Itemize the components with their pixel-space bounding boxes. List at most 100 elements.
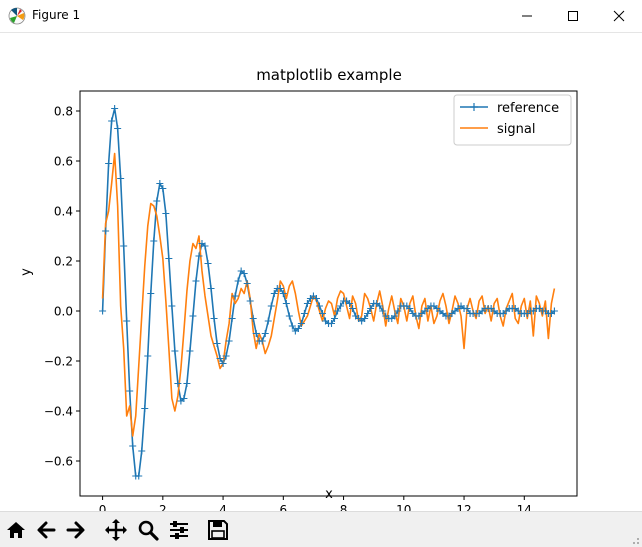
data-point [267, 302, 275, 310]
y-tick-label: 0.2 [54, 255, 73, 269]
data-point [300, 310, 308, 317]
save-button[interactable] [205, 517, 231, 543]
figure-canvas[interactable]: matplotlib example 0 2 4 6 8 10 12 14 −0.6 −0.4−… [0, 33, 642, 517]
x-tick-label: 14 [517, 503, 532, 511]
data-point [156, 180, 164, 187]
data-point [276, 285, 284, 292]
data-point [258, 337, 266, 345]
data-point [129, 442, 137, 450]
y-axis-ticks: −0.6 −0.4 −0.2 0.0 0.2 0.4 0.6 0.8 [44, 105, 80, 469]
legend: reference signal [453, 94, 572, 146]
data-point [207, 285, 215, 292]
data-point [294, 325, 302, 332]
data-point [240, 270, 248, 277]
home-button[interactable] [3, 517, 29, 543]
home-icon [7, 522, 25, 538]
data-point [138, 447, 146, 455]
data-point [364, 310, 372, 317]
data-point [192, 277, 200, 285]
data-point [303, 300, 311, 307]
data-point [126, 387, 134, 395]
data-point [108, 117, 116, 125]
y-tick-label: 0.8 [54, 105, 73, 119]
data-point [328, 320, 336, 327]
reference-markers [99, 105, 558, 480]
x-tick-label: 6 [279, 503, 287, 511]
data-point [123, 317, 131, 325]
data-point [331, 315, 339, 322]
x-tick-label: 8 [340, 503, 348, 511]
close-button[interactable] [596, 0, 642, 32]
data-point [463, 305, 471, 312]
data-point [153, 197, 161, 205]
data-point [249, 315, 257, 322]
x-axis-label: x [325, 487, 333, 502]
forward-button[interactable] [63, 517, 89, 543]
data-point [312, 295, 320, 302]
y-tick-label: 0.4 [54, 205, 73, 219]
y-axis-label: y [19, 268, 34, 276]
data-point [285, 312, 293, 320]
axes-frame [79, 90, 578, 497]
data-point [394, 307, 402, 315]
data-point [216, 355, 224, 362]
data-point [318, 310, 326, 317]
data-point [147, 290, 155, 297]
data-point [210, 315, 218, 322]
data-point [367, 305, 375, 312]
y-tick-label: 0.0 [54, 305, 73, 319]
data-point [231, 292, 239, 300]
data-point [349, 305, 357, 312]
data-point [297, 320, 305, 327]
x-tick-label: 10 [396, 503, 411, 511]
data-point [252, 330, 260, 337]
data-point [213, 340, 221, 347]
legend-reference-marker [470, 103, 478, 111]
x-tick-label: 0 [99, 503, 107, 511]
data-point [159, 185, 167, 192]
save-icon [208, 520, 228, 540]
data-point [337, 302, 345, 310]
zoom-button[interactable] [135, 517, 161, 543]
data-point [120, 242, 128, 250]
data-point [114, 125, 122, 132]
data-point [201, 242, 209, 250]
data-point [174, 380, 182, 387]
navigation-toolbar [0, 511, 642, 547]
data-point [315, 302, 323, 310]
back-button[interactable] [33, 517, 59, 543]
back-icon [37, 521, 56, 539]
y-tick-label: 0.6 [54, 155, 73, 169]
legend-label: signal [497, 122, 535, 137]
data-point [279, 290, 287, 297]
x-tick-label: 2 [159, 503, 167, 511]
data-point [264, 317, 272, 325]
data-point [261, 330, 269, 337]
data-point [406, 305, 414, 312]
data-point [186, 347, 194, 355]
x-axis-ticks: 0 2 4 6 8 10 12 14 [99, 496, 532, 517]
configure-subplots-button[interactable] [166, 517, 192, 543]
matplotlib-app-icon [8, 7, 26, 25]
data-point [102, 227, 110, 235]
data-point [189, 312, 197, 320]
data-point [391, 312, 399, 320]
plot-area [80, 91, 577, 496]
zoom-icon [138, 520, 159, 541]
line-chart: matplotlib example 0 2 4 6 8 10 12 14 −0.6−0.4−… [19, 66, 578, 517]
window-title: Figure 1 [32, 8, 81, 22]
pan-button[interactable] [103, 517, 129, 543]
maximize-button[interactable] [550, 0, 596, 32]
minimize-button[interactable] [504, 0, 550, 32]
configure-subplots-icon [170, 521, 188, 539]
data-point [135, 472, 143, 480]
resize-grip-icon[interactable] [630, 535, 640, 545]
y-tick-label: −0.4 [44, 405, 73, 419]
data-point [150, 237, 158, 245]
data-point [204, 260, 212, 267]
data-point [246, 297, 254, 305]
data-point [171, 347, 179, 355]
window-titlebar: Figure 1 [0, 0, 642, 33]
data-point [183, 380, 191, 387]
data-point [361, 315, 369, 322]
